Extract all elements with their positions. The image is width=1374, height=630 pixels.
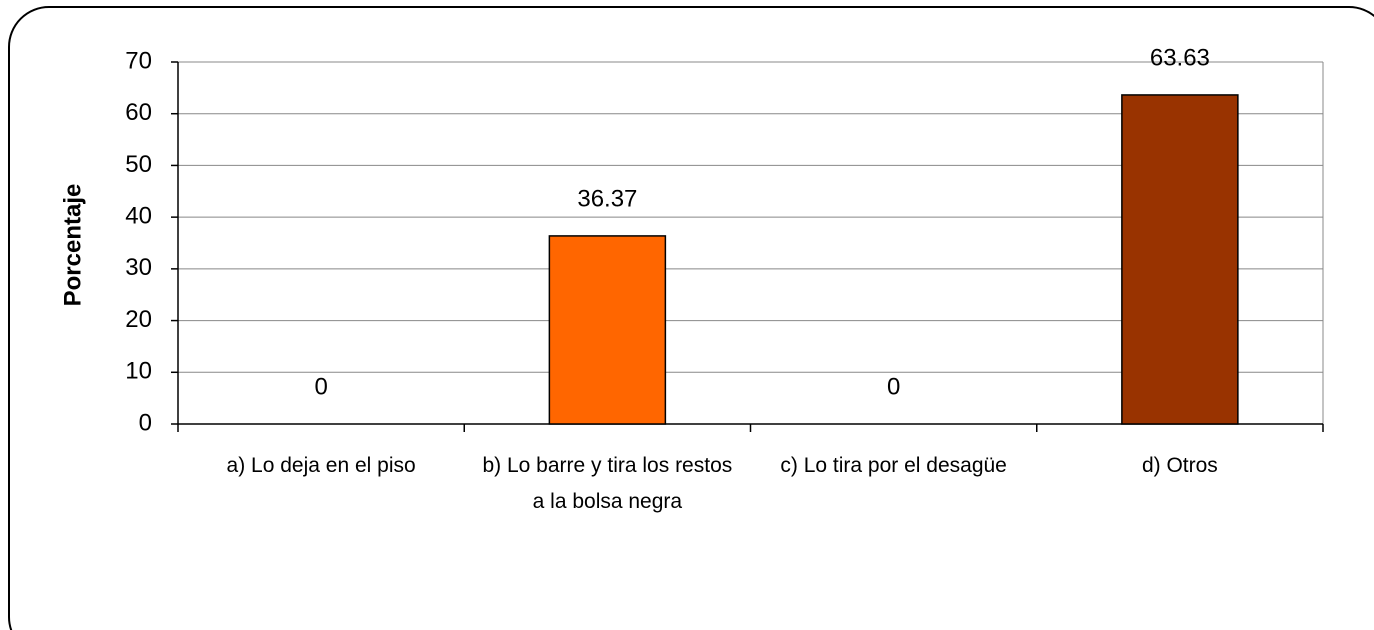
x-tick-label: b) Lo barre y tira los restos a la bolsa… bbox=[482, 454, 733, 513]
bar bbox=[1121, 94, 1239, 425]
value-label: 36.37 bbox=[577, 185, 637, 212]
x-tick-label: a) Lo deja en el piso bbox=[226, 454, 416, 477]
y-tick-label: 10 bbox=[125, 358, 152, 385]
value-label: 63.63 bbox=[1150, 44, 1210, 71]
y-tick-label: 0 bbox=[139, 409, 152, 436]
y-tick-label: 50 bbox=[125, 151, 152, 178]
y-tick-label: 60 bbox=[125, 99, 152, 126]
y-axis-label: Porcentaje bbox=[59, 184, 86, 307]
value-label: 0 bbox=[314, 373, 327, 400]
y-tick-label: 20 bbox=[125, 306, 152, 333]
y-tick-label: 70 bbox=[125, 47, 152, 74]
frame bbox=[8, 6, 1374, 630]
y-tick-label: 40 bbox=[125, 202, 152, 229]
x-tick-label: d) Otros bbox=[1141, 454, 1218, 477]
bar bbox=[548, 235, 667, 425]
x-tick-label: c) Lo tira por el desagüe bbox=[780, 454, 1007, 477]
y-tick-label: 30 bbox=[125, 254, 152, 281]
value-label: 0 bbox=[887, 373, 900, 400]
